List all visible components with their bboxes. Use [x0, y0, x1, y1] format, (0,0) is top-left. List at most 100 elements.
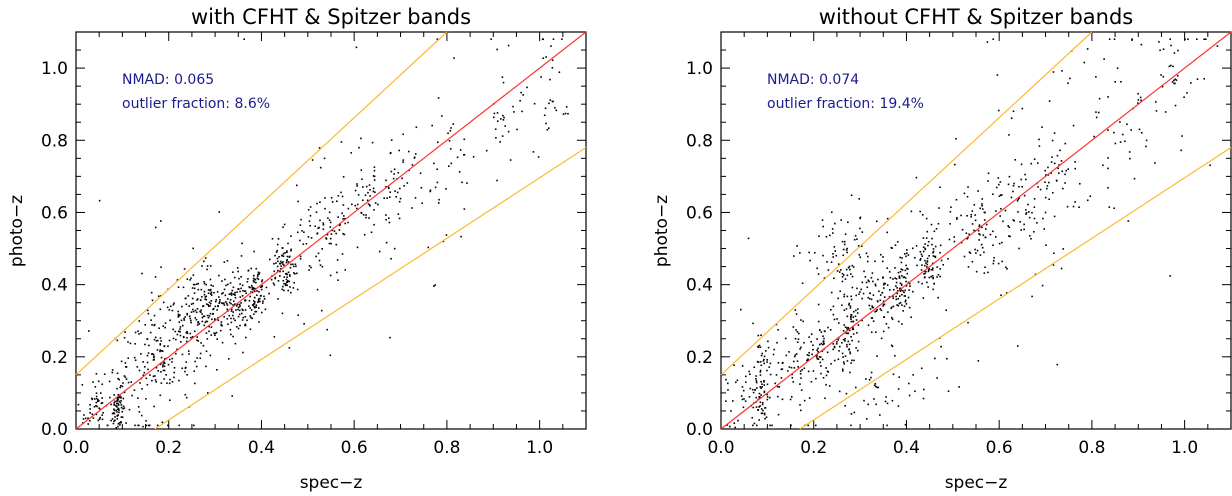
data-point	[765, 350, 767, 352]
data-point	[199, 311, 202, 313]
data-point	[145, 377, 148, 380]
data-point	[1159, 49, 1161, 52]
data-point	[258, 321, 260, 323]
data-point	[755, 381, 758, 384]
data-point	[365, 185, 368, 188]
data-point	[890, 246, 893, 249]
data-point	[369, 195, 371, 197]
data-point	[906, 252, 908, 255]
data-point	[848, 343, 851, 346]
data-point	[1154, 162, 1156, 164]
data-point	[157, 370, 160, 372]
data-point	[1196, 78, 1199, 80]
data-point	[340, 191, 342, 194]
data-point	[195, 311, 198, 314]
data-point	[282, 263, 284, 265]
data-point	[752, 322, 754, 325]
data-point	[116, 397, 119, 400]
data-point	[1103, 58, 1105, 60]
data-point	[903, 291, 905, 294]
data-point	[808, 351, 810, 354]
data-point	[1170, 64, 1172, 67]
data-point	[171, 309, 174, 312]
data-point	[315, 211, 318, 214]
data-point	[434, 186, 437, 189]
data-point	[151, 352, 154, 355]
data-point	[309, 206, 312, 208]
data-point	[924, 272, 926, 275]
data-point	[223, 288, 226, 291]
data-point	[190, 303, 193, 305]
data-point	[284, 284, 287, 287]
data-point	[1062, 187, 1064, 190]
data-point	[733, 422, 736, 424]
data-point	[793, 255, 795, 257]
data-point	[908, 382, 910, 385]
data-point	[179, 326, 182, 328]
data-point	[101, 414, 104, 416]
data-point	[342, 233, 344, 235]
data-point	[117, 408, 119, 411]
data-point	[388, 196, 391, 198]
data-point	[164, 326, 166, 329]
data-point	[796, 360, 799, 362]
data-point	[526, 86, 528, 89]
data-point	[113, 404, 116, 406]
data-point	[939, 244, 942, 247]
data-point	[842, 356, 844, 358]
data-point	[134, 343, 136, 345]
data-point	[450, 127, 452, 129]
data-point	[848, 302, 851, 305]
data-point	[181, 367, 184, 370]
data-point	[844, 337, 846, 340]
data-point	[290, 263, 292, 266]
data-point	[398, 200, 401, 203]
data-point	[1037, 186, 1039, 188]
data-point	[796, 245, 798, 247]
data-point	[196, 357, 198, 359]
data-point	[140, 414, 143, 417]
data-point	[123, 375, 126, 377]
data-point	[880, 309, 883, 312]
data-point	[564, 112, 567, 115]
data-point	[273, 262, 275, 265]
data-point	[183, 319, 186, 321]
data-point	[168, 339, 171, 342]
data-point	[137, 424, 139, 427]
data-point	[825, 235, 828, 238]
data-point	[919, 210, 921, 213]
data-point	[955, 137, 957, 140]
data-point	[847, 328, 850, 330]
data-point	[907, 296, 910, 299]
data-point	[925, 217, 928, 220]
data-point	[285, 261, 288, 264]
data-point	[365, 216, 367, 219]
data-point	[239, 283, 241, 285]
data-point	[747, 237, 750, 240]
data-point	[883, 303, 886, 306]
data-point	[892, 373, 895, 376]
data-point	[373, 223, 375, 226]
data-point	[763, 355, 766, 358]
data-point	[924, 243, 926, 245]
data-point	[173, 367, 176, 369]
data-point	[186, 332, 189, 335]
data-point	[822, 340, 825, 342]
data-point	[127, 381, 130, 384]
data-point	[850, 298, 853, 301]
data-point	[1052, 191, 1054, 194]
data-point	[542, 38, 545, 41]
data-point	[1162, 48, 1165, 51]
data-point	[220, 323, 223, 326]
data-point	[763, 362, 766, 365]
data-point	[1064, 182, 1066, 184]
data-point	[242, 316, 245, 319]
data-point	[816, 267, 818, 270]
data-point	[178, 321, 181, 323]
data-point	[1018, 247, 1020, 250]
data-point	[145, 398, 147, 400]
data-point	[904, 300, 907, 303]
data-point	[896, 292, 899, 295]
data-point	[876, 308, 878, 311]
data-point	[119, 386, 122, 389]
